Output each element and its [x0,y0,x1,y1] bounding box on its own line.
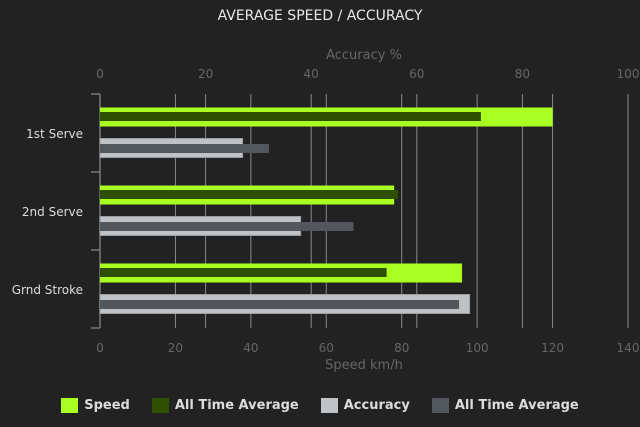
speed-tick-label: 80 [394,341,409,355]
accuracy-axis-title: Accuracy % [326,48,402,63]
bar-speed-average [100,190,398,199]
bar-accuracy-average [100,300,460,309]
bar-speed-average [100,268,387,277]
legend-item-speed-average[interactable]: All Time Average [151,398,299,413]
category-label: 1st Serve [26,127,83,141]
speed-tick-label: 120 [541,341,564,355]
bar-speed-average [100,112,481,121]
bar-accuracy-average [100,144,269,153]
legend-label: Speed [84,398,130,413]
legend-label: All Time Average [454,398,579,413]
legend-item-speed[interactable]: Speed [61,398,130,413]
bar-accuracy-average [100,222,354,231]
category-label: Grnd Stroke [12,283,83,297]
accuracy-tick-label: 60 [409,67,424,81]
speed-tick-label: 0 [96,341,104,355]
legend-item-accuracy-average[interactable]: All Time Average [431,398,579,413]
legend-label: All Time Average [174,398,299,413]
accuracy-tick-label: 40 [304,67,319,81]
legend-swatch [61,398,79,413]
legend-swatch [431,398,449,413]
legend-label: Accuracy [343,398,410,413]
speed-tick-label: 20 [168,341,183,355]
legend: Speed All Time Average Accuracy All Time… [0,398,640,413]
speed-tick-label: 100 [466,341,489,355]
legend-item-accuracy[interactable]: Accuracy [320,398,410,413]
chart-title: AVERAGE SPEED / ACCURACY [217,8,423,24]
accuracy-tick-label: 20 [198,67,213,81]
speed-tick-label: 60 [319,341,334,355]
speed-tick-label: 140 [617,341,640,355]
category-label: 2nd Serve [22,205,83,219]
accuracy-tick-label: 0 [96,67,104,81]
accuracy-tick-label: 80 [515,67,530,81]
speed-axis-title: Speed km/h [325,358,403,373]
accuracy-tick-label: 100 [617,67,640,81]
legend-swatch [151,398,169,413]
speed-tick-label: 40 [243,341,258,355]
legend-swatch [320,398,338,413]
